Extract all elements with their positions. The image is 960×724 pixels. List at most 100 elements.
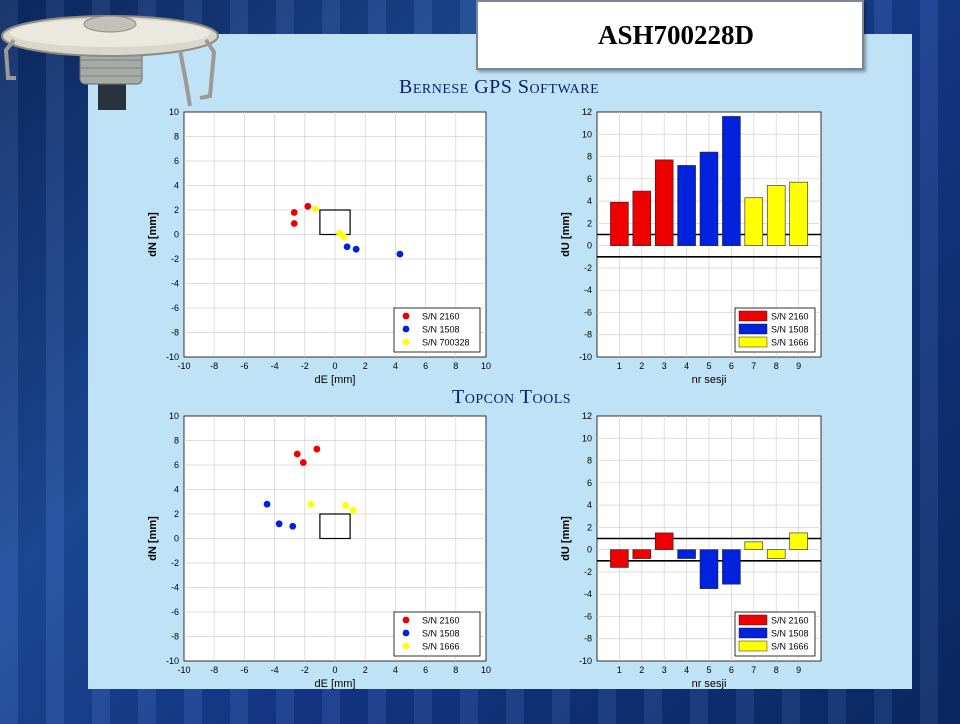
legend-swatch: [738, 310, 768, 322]
x-axis-label: dE [mm]: [315, 678, 356, 690]
bar: [610, 549, 629, 568]
page-title: ASH700228D: [597, 20, 754, 50]
x-tick-label: 10: [481, 361, 491, 371]
y-tick-label: 10: [169, 107, 179, 117]
data-point: [336, 229, 343, 237]
data-point: [343, 243, 351, 251]
x-tick-label: -10: [177, 361, 190, 371]
bar: [722, 549, 741, 585]
x-tick-label: 6: [423, 665, 428, 675]
y-tick-label: 4: [587, 196, 592, 206]
legend-label: S/N 2160: [771, 616, 809, 626]
legend: S/N 2160 S/N 1508 S/N 700328: [393, 307, 481, 353]
bar: [699, 549, 719, 589]
legend-marker: [402, 616, 410, 624]
y-axis-label: dU [mm]: [560, 212, 572, 257]
data-point: [396, 250, 404, 258]
legend-marker: [402, 338, 410, 346]
y-tick-label: 4: [587, 500, 592, 510]
legend-marker: [402, 312, 410, 320]
x-axis-label: dE [mm]: [315, 374, 356, 386]
y-tick-label: 0: [587, 241, 592, 251]
x-tick-label: 8: [453, 665, 458, 675]
x-tick-label: -6: [240, 665, 248, 675]
legend-label: S/N 2160: [422, 312, 460, 322]
x-tick-label: 6: [423, 361, 428, 371]
legend-swatch: [738, 336, 768, 348]
y-axis-label: dU [mm]: [560, 516, 572, 561]
x-tick-label: 7: [751, 361, 756, 371]
x-axis-label: nr sesji: [692, 374, 727, 386]
data-point: [349, 506, 357, 514]
data-point: [293, 450, 301, 458]
x-tick-label: 1: [617, 665, 622, 675]
x-tick-label: 3: [662, 665, 667, 675]
x-tick-label: 8: [774, 361, 779, 371]
y-tick-label: -2: [584, 263, 592, 273]
data-point: [289, 522, 297, 530]
legend-label: S/N 700328: [422, 338, 470, 348]
y-tick-label: -10: [579, 352, 592, 362]
y-tick-label: 0: [174, 230, 179, 240]
reference-box: [319, 209, 351, 236]
legend-swatch: [738, 614, 768, 626]
x-tick-label: 2: [363, 665, 368, 675]
x-tick-label: 0: [332, 665, 337, 675]
y-tick-label: 8: [174, 132, 179, 142]
y-tick-label: 4: [174, 485, 179, 495]
data-point: [352, 245, 360, 253]
x-tick-label: 8: [453, 361, 458, 371]
legend-swatch: [738, 323, 768, 335]
legend: S/N 2160 S/N 1508 S/N 1666: [734, 307, 816, 353]
x-tick-label: -8: [210, 665, 218, 675]
data-point: [313, 445, 321, 453]
bar: [677, 549, 696, 559]
y-axis-label: dN [mm]: [147, 212, 159, 257]
bar: [677, 165, 696, 246]
x-tick-label: 3: [662, 361, 667, 371]
bar: [789, 181, 808, 246]
y-tick-label: -6: [171, 607, 179, 617]
y-tick-label: 12: [582, 411, 592, 421]
legend-label: S/N 1666: [422, 642, 460, 652]
y-tick-label: -10: [579, 656, 592, 666]
data-point: [290, 220, 298, 227]
x-tick-label: 5: [706, 665, 711, 675]
y-tick-label: -8: [171, 328, 179, 338]
x-tick-label: 2: [639, 665, 644, 675]
bar: [744, 541, 764, 550]
x-tick-label: 1: [617, 361, 622, 371]
data-point: [304, 202, 312, 210]
data-point: [311, 205, 319, 213]
y-tick-label: 6: [587, 174, 592, 184]
bar: [789, 532, 808, 550]
legend-label: S/N 1508: [771, 629, 809, 639]
bar: [654, 532, 674, 550]
y-tick-label: -8: [171, 632, 179, 642]
data-point: [307, 500, 315, 508]
legend-label: S/N 1508: [422, 629, 460, 639]
x-tick-label: 7: [751, 665, 756, 675]
legend-marker: [402, 642, 410, 650]
legend-swatch: [738, 627, 768, 639]
x-tick-label: 9: [796, 361, 801, 371]
x-tick-label: 4: [684, 361, 689, 371]
x-tick-label: 9: [796, 665, 801, 675]
y-tick-label: -10: [166, 656, 179, 666]
data-point: [299, 459, 307, 466]
x-tick-label: -4: [271, 665, 279, 675]
legend-label: S/N 1508: [771, 325, 809, 335]
y-tick-label: 4: [174, 181, 179, 191]
y-tick-label: 12: [582, 107, 592, 117]
y-tick-label: 6: [174, 460, 179, 470]
title-box: ASH700228D: [476, 0, 864, 70]
antenna-illustration: [1, 15, 219, 110]
y-tick-label: -6: [171, 303, 179, 313]
bar: [766, 185, 786, 246]
bar: [766, 549, 786, 559]
x-tick-label: -10: [177, 665, 190, 675]
y-tick-label: -10: [166, 352, 179, 362]
y-tick-label: 8: [587, 152, 592, 162]
